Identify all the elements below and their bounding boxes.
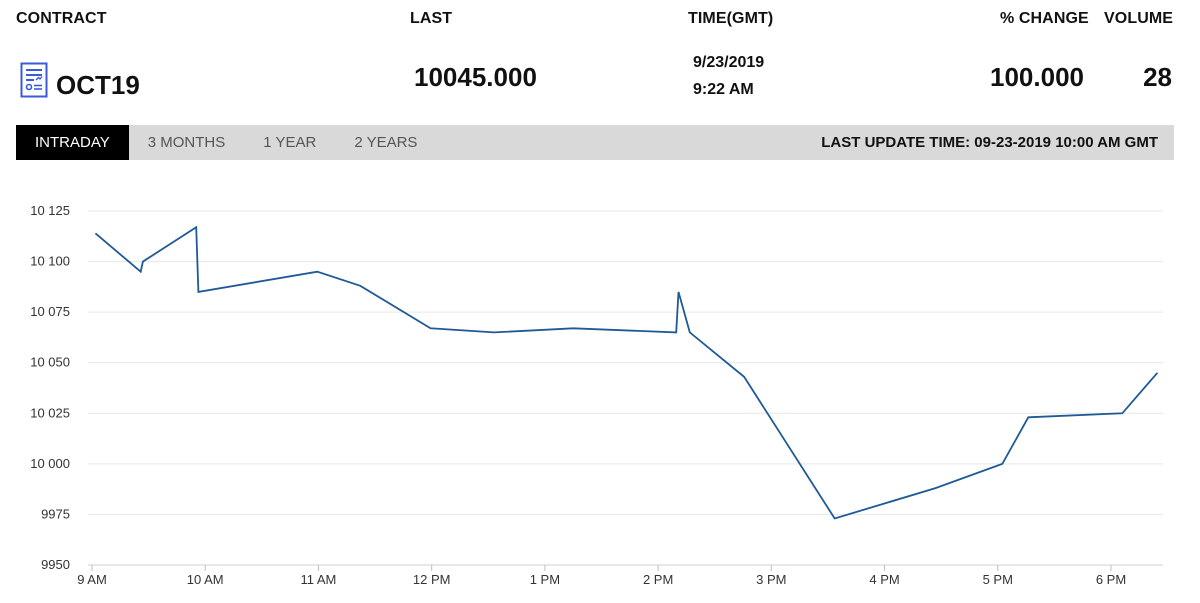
chart-range-tabbar: INTRADAY 3 MONTHS 1 YEAR 2 YEARS LAST UP… — [16, 125, 1174, 160]
x-tick-label: 5 PM — [983, 572, 1013, 587]
contract-cell: OCT19 — [20, 56, 140, 104]
x-tick-label: 2 PM — [643, 572, 673, 587]
tab-intraday[interactable]: INTRADAY — [16, 125, 129, 160]
x-tick-label: 10 AM — [187, 572, 224, 587]
tab-2-years[interactable]: 2 YEARS — [354, 134, 418, 151]
y-tick-label: 10 100 — [30, 254, 70, 269]
last-price: 10045.000 — [414, 62, 537, 92]
y-tick-label: 10 075 — [30, 304, 70, 319]
last-update-time: LAST UPDATE TIME: 09-23-2019 10:00 AM GM… — [821, 134, 1158, 151]
change-column-header: % CHANGE — [1000, 10, 1089, 27]
percent-change: 100.000 — [990, 62, 1084, 92]
x-tick-label: 11 AM — [300, 572, 336, 587]
y-tick-label: 10 050 — [30, 355, 70, 370]
tab-1-year[interactable]: 1 YEAR — [263, 134, 317, 151]
price-series-line — [94, 225, 1159, 520]
volume-value: 28 — [1143, 62, 1172, 92]
y-tick-label: 9950 — [41, 557, 70, 572]
tab-3-months[interactable]: 3 MONTHS — [147, 134, 226, 151]
y-tick-label: 10 000 — [30, 456, 70, 471]
contract-column-header: CONTRACT — [16, 10, 107, 27]
quote-date: 9/23/2019 — [693, 54, 765, 71]
report-document-icon — [20, 62, 48, 98]
time-column-header: TIME(GMT) — [688, 10, 774, 27]
y-tick-label: 9975 — [41, 506, 70, 521]
x-tick-label: 1 PM — [530, 572, 560, 587]
x-tick-label: 9 AM — [77, 572, 107, 587]
quote-time: 9:22 AM — [693, 81, 754, 98]
contract-name[interactable]: OCT19 — [56, 69, 140, 100]
last-column-header: LAST — [410, 10, 453, 27]
x-tick-label: 3 PM — [756, 572, 786, 587]
x-tick-label: 12 PM — [413, 572, 451, 587]
y-tick-label: 10 025 — [30, 405, 70, 420]
x-tick-label: 6 PM — [1096, 572, 1126, 587]
x-tick-label: 4 PM — [869, 572, 899, 587]
volume-column-header: VOLUME — [1104, 10, 1174, 27]
y-tick-label: 10 125 — [30, 203, 70, 218]
